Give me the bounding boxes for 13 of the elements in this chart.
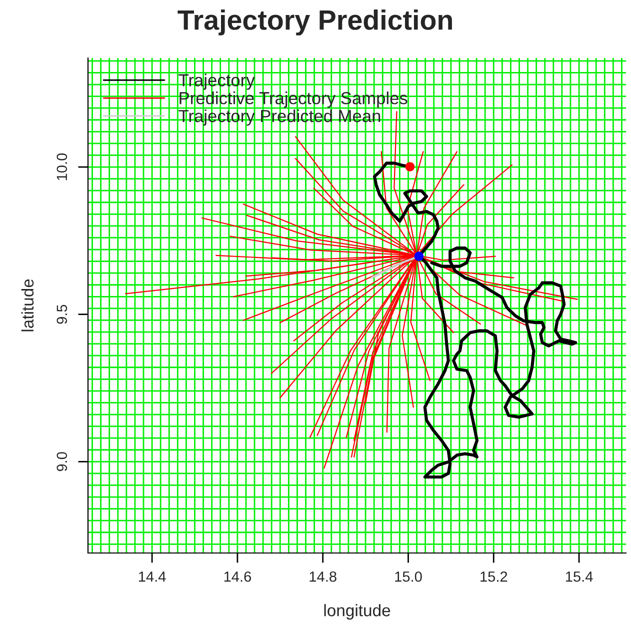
x-tick-label: 14.4	[138, 572, 166, 582]
x-tick-label: 14.8	[310, 571, 336, 582]
chart-title: Trajectory Prediction	[178, 10, 452, 36]
y-tick-label: 9.5	[56, 304, 68, 324]
x-tick-label: 14.6	[224, 571, 251, 582]
line-series	[372, 162, 578, 479]
x-tick-label: 15.4	[566, 572, 593, 582]
y-tick-label: 10.0	[56, 153, 68, 180]
x-tick-label: 15.0	[395, 571, 422, 582]
x-tick-label: 15.2	[480, 571, 508, 582]
y-axis-title: latitude	[21, 279, 34, 332]
y-tick-label: 9.0	[56, 452, 68, 472]
x-axis-title: longitude	[324, 604, 390, 620]
